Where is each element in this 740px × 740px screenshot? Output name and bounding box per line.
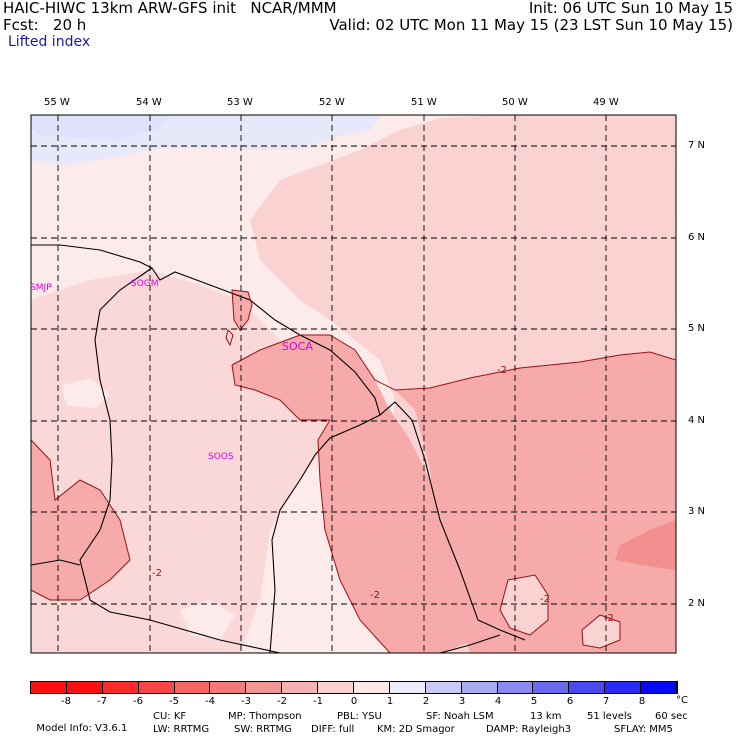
colorbar-swatch (425, 682, 462, 693)
lat-label: 2 N (688, 598, 706, 609)
negative-li-central (232, 335, 475, 653)
colorbar-unit: °C (676, 695, 688, 706)
colorbar-swatch (533, 682, 570, 693)
coastline (31, 244, 526, 653)
negative-li-west (31, 440, 130, 600)
light-island (500, 575, 548, 635)
strong-negative-patch (615, 520, 676, 570)
init-time: Init: 06 UTC Sun 10 May 15 (528, 0, 733, 17)
info-timestep: 60 sec (655, 711, 688, 722)
very-light-patch (180, 600, 235, 640)
info-longwave: LW: RRTMG (153, 724, 210, 735)
colorbar-tick: -2 (277, 696, 287, 707)
colorbar-tick: 7 (602, 696, 610, 707)
colorbar-swatch (605, 682, 642, 693)
info-version: Model Info: V3.6.1 (36, 723, 128, 734)
info-resolution: 13 km (530, 711, 562, 722)
info-surface: SF: Noah LSM (426, 711, 494, 722)
info-surface-layer: SFLAY: MM5 (614, 724, 673, 735)
colorbar (30, 681, 678, 694)
colorbar-tick: 8 (638, 696, 646, 707)
colorbar-tick: 6 (566, 696, 574, 707)
colorbar-swatch (138, 682, 175, 693)
lat-label: 3 N (688, 506, 706, 517)
colorbar-tick: 5 (530, 696, 538, 707)
colorbar-tick: 0 (350, 696, 358, 707)
info-km: KM: 2D Smagor (377, 724, 455, 735)
lon-label: 49 W (593, 97, 619, 108)
info-damping: DAMP: Rayleigh3 (486, 724, 572, 735)
colorbar-swatch (641, 682, 678, 693)
lon-label: 54 W (136, 97, 162, 108)
contour-label: -2 (497, 365, 507, 376)
station-label: SOOS (208, 452, 234, 462)
contour-lines (31, 289, 676, 653)
contour-label: -2 (540, 594, 550, 605)
very-light-patch (62, 378, 110, 408)
colorbar-tick: -3 (241, 696, 251, 707)
map-frame (30, 114, 677, 654)
colorbar-tick: -8 (61, 696, 71, 707)
station-label: SMJP (30, 283, 52, 293)
info-diffusion: DIFF: full (311, 724, 355, 735)
colorbar-swatch (210, 682, 247, 693)
lat-lon-grid (31, 115, 676, 653)
field-name: Lifted index (8, 34, 91, 50)
info-levels: 51 levels (587, 711, 632, 722)
colorbar-tick: 4 (494, 696, 502, 707)
lon-label: 53 W (227, 97, 253, 108)
forecast-hour: Fcst: 20 h (3, 16, 87, 34)
colorbar-tick: 1 (386, 696, 394, 707)
station-label: SOGM (131, 279, 159, 289)
colorbar-swatch (102, 682, 139, 693)
colorbar-swatch (31, 682, 67, 693)
lon-label: 50 W (502, 97, 528, 108)
lat-label: 7 N (688, 140, 706, 151)
positive-li-core (31, 115, 170, 140)
light-island (582, 615, 620, 648)
colorbar-tick: -7 (97, 696, 107, 707)
contour-label: -2 (370, 590, 380, 601)
info-microphysics: MP: Thompson (228, 711, 302, 722)
station-label: SOCA (282, 340, 313, 353)
colorbar-tick: -1 (313, 696, 323, 707)
lon-label: 52 W (319, 97, 345, 108)
colorbar-swatch (66, 682, 103, 693)
colorbar-tick: -4 (205, 696, 215, 707)
info-cumulus: CU: KF (153, 711, 187, 722)
lon-label: 51 W (411, 97, 437, 108)
colorbar-tick: -5 (169, 696, 179, 707)
lon-label: 55 W (44, 97, 70, 108)
model-title: HAIC-HIWC 13km ARW-GFS init NCAR/MMM (3, 0, 337, 17)
lat-label: 6 N (688, 232, 706, 243)
colorbar-swatch (354, 682, 390, 693)
valid-time: Valid: 02 UTC Mon 11 May 15 (23 LST Sun … (329, 16, 733, 34)
info-pbl: PBL: YSU (337, 711, 382, 722)
lat-label: 4 N (688, 415, 706, 426)
contour-label: -2 (604, 613, 614, 624)
colorbar-swatch (389, 682, 426, 693)
colorbar-swatch (569, 682, 606, 693)
lat-label: 5 N (688, 323, 706, 334)
colorbar-swatch (174, 682, 211, 693)
colorbar-swatch (282, 682, 319, 693)
info-shortwave: SW: RRTMG (234, 724, 292, 735)
colorbar-tick: 3 (458, 696, 466, 707)
colorbar-swatch (461, 682, 498, 693)
colorbar-swatch (318, 682, 355, 693)
colorbar-swatch (246, 682, 283, 693)
colorbar-tick: 2 (422, 696, 430, 707)
colorbar-tick: -6 (133, 696, 143, 707)
contour-label: -2 (152, 568, 162, 579)
negative-li-small (232, 290, 252, 330)
colorbar-swatch (497, 682, 534, 693)
colorbar-labels: -8 -7 -6 -5 -4 -3 -2 -1 0 1 2 3 4 5 6 7 8 (0, 696, 740, 708)
model-info-1: Model Info: V3.6.1 (30, 711, 127, 735)
